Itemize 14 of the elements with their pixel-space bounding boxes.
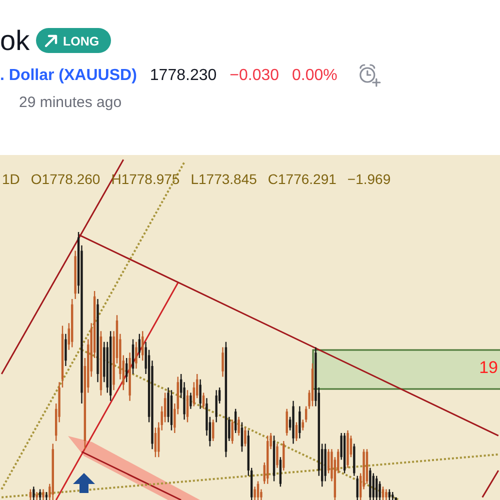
text: O1778.260 [30, 171, 100, 187]
annotation: 19 [479, 358, 498, 377]
text: −1.969 [347, 171, 391, 187]
text: . Dollar (XAUUSD) [0, 67, 137, 84]
chart-title: ok [0, 25, 31, 56]
text: H1778.975 [111, 171, 180, 187]
text: LONG [63, 34, 100, 48]
text: C1776.291 [268, 171, 337, 187]
text: 0.00% [292, 67, 338, 84]
text: 1778.230 [150, 67, 217, 84]
text: −0.030 [230, 67, 280, 84]
text: 29 minutes ago [19, 94, 122, 111]
text: 1D [2, 171, 20, 187]
text: L1773.845 [190, 171, 258, 187]
